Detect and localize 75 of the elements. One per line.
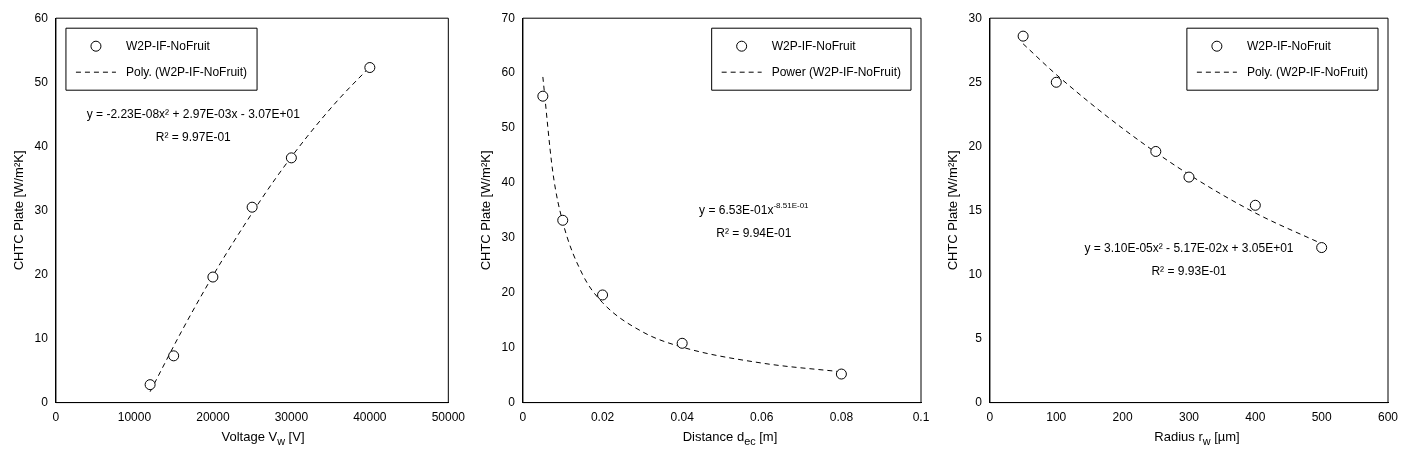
point <box>1150 145 1162 157</box>
x-axis-title: Distance d$_{ec}$ [m] <box>681 428 779 449</box>
point <box>557 214 569 226</box>
x-tick-label: 10000 <box>117 410 152 425</box>
x-tick-label: 0.06 <box>750 410 774 425</box>
x-tick-label: 30000 <box>274 410 309 425</box>
legend-label: Power (W2P-IF-NoFruit) <box>771 64 901 79</box>
y-tick-label: 5 <box>975 330 983 345</box>
x-tick-label: 500 <box>1311 410 1332 425</box>
x-axis-title: Radius r$_{w}$ [µm] <box>1153 428 1241 449</box>
y-tick-label: 10 <box>501 340 516 354</box>
y-tick-label: 15 <box>968 202 983 217</box>
y-tick-label: 20 <box>501 285 516 300</box>
annotation: y = -2.23E-08x² + 2.97E-03x - 3.07E+01 <box>86 106 301 121</box>
y-axis-title: CHTC Plate [W/m²K] <box>11 150 27 271</box>
x-tick-label: 0 <box>52 410 60 425</box>
annotation: R² = 9.94E-01 <box>716 225 792 240</box>
x-axis-title: Voltage V$_{w}$ [V] <box>220 428 306 449</box>
point <box>246 201 258 213</box>
point <box>207 271 219 283</box>
point <box>537 90 549 102</box>
y-tick-label: 20 <box>34 266 49 281</box>
y-tick-label: 0 <box>41 394 49 409</box>
point <box>364 62 376 74</box>
point <box>144 379 156 391</box>
point <box>597 289 609 301</box>
point <box>676 337 688 349</box>
x-tick-label: 300 <box>1178 410 1200 425</box>
annotation: R² = 9.97E-01 <box>155 129 232 144</box>
legend-label: W2P-IF-NoFruit <box>771 38 857 53</box>
y-tick-label: 50 <box>501 120 516 135</box>
y-tick-label: 60 <box>501 65 516 80</box>
y-tick-label: 10 <box>34 330 49 345</box>
y-tick-label: 40 <box>501 175 516 190</box>
y-tick-label: 10 <box>968 266 983 281</box>
legend-label: W2P-IF-NoFruit <box>125 38 211 53</box>
annotation: y = 3.10E-05x² - 5.17E-02x + 3.05E+01 <box>1084 241 1294 256</box>
x-tick-label: 100 <box>1046 410 1067 425</box>
y-tick-label: 0 <box>975 394 983 409</box>
x-tick-label: 0 <box>986 410 994 425</box>
x-tick-label: 0.02 <box>590 410 615 425</box>
point <box>285 152 297 164</box>
y-tick-label: 0 <box>508 394 516 409</box>
y-tick-label: 20 <box>968 138 983 153</box>
x-tick-label: 20000 <box>196 410 230 425</box>
x-tick-label: 0.1 <box>912 410 930 425</box>
legend-label: W2P-IF-NoFruit <box>1246 38 1332 53</box>
y-tick-label: 60 <box>34 10 49 25</box>
y-tick-label: 25 <box>968 74 983 89</box>
x-tick-label: 200 <box>1112 410 1133 425</box>
x-tick-label: 0.04 <box>670 410 695 425</box>
x-tick-label: 400 <box>1245 410 1266 425</box>
y-tick-label: 50 <box>34 74 49 89</box>
y-tick-label: 70 <box>501 10 516 25</box>
y-tick-label: 30 <box>968 10 983 25</box>
y-tick-label: 40 <box>34 138 49 153</box>
y-axis-title: CHTC Plate [W/m²K] <box>945 150 961 271</box>
x-tick-label: 40000 <box>353 410 387 425</box>
x-tick-label: 50000 <box>431 410 466 425</box>
y-axis-title: CHTC Plate [W/m²K] <box>478 150 494 271</box>
point <box>168 350 180 362</box>
y-tick-label: 30 <box>34 202 49 217</box>
x-tick-label: 0.08 <box>829 410 854 425</box>
x-tick-label: 600 <box>1377 410 1399 425</box>
point <box>1316 242 1328 254</box>
y-tick-label: 30 <box>501 230 516 245</box>
point <box>835 368 847 380</box>
point <box>1249 199 1261 211</box>
point <box>1017 30 1029 42</box>
point <box>1183 171 1195 183</box>
legend-label: Poly. (W2P-IF-NoFruit) <box>125 64 248 79</box>
x-tick-label: 0 <box>519 410 527 425</box>
point <box>1050 76 1062 88</box>
legend-label: Poly. (W2P-IF-NoFruit) <box>1246 64 1369 79</box>
annotation: R² = 9.93E-01 <box>1151 264 1227 279</box>
